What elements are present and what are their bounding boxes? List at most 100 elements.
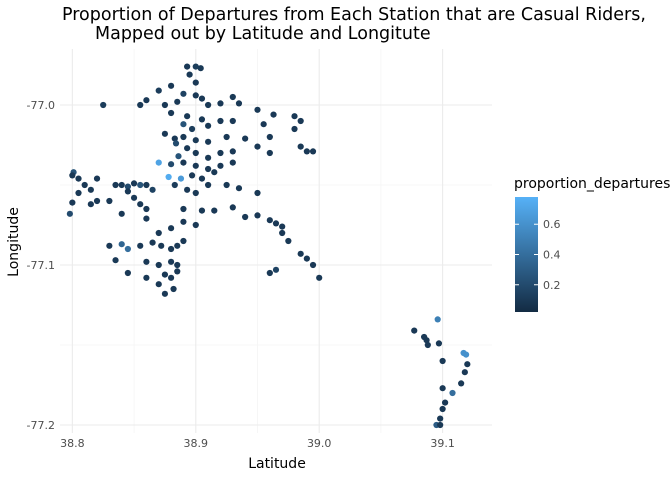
station-point [106,197,113,205]
station-point [309,148,317,155]
station-point [254,106,261,113]
y-axis-title: Longitude [6,207,22,277]
station-point [180,205,187,213]
x-tick-label: 39.1 [430,437,455,450]
station-point [266,217,273,224]
station-point [180,218,187,225]
station-point [205,181,212,189]
station-point [437,421,444,429]
station-point [167,258,175,265]
station-point [217,117,224,125]
station-point [112,257,119,264]
station-point [437,415,444,422]
grid-lines [60,49,492,433]
station-point [161,290,169,297]
station-point [118,210,125,217]
y-axis-tick-labels: -77.0 -77.1 -77.2 [27,99,55,432]
station-point [75,189,82,197]
station-point [167,82,175,89]
station-point [174,242,181,249]
station-point [223,181,230,189]
station-point [161,271,169,278]
station-point [229,204,236,211]
station-point [143,181,150,189]
station-point [309,261,317,269]
station-point [229,93,236,101]
station-point [167,245,175,253]
station-point [130,180,138,187]
x-tick-label: 38.8 [60,437,85,450]
station-point [170,285,177,293]
x-axis-title: Latitude [248,456,306,472]
y-tick-label: -77.1 [27,259,55,272]
station-point [143,97,150,104]
station-point [205,101,212,109]
station-point [266,149,273,157]
station-point [137,181,144,189]
station-point [124,183,131,190]
station-point [69,172,76,179]
station-point [291,125,298,133]
station-point [180,133,187,141]
station-point [266,269,273,277]
station-point [155,281,162,288]
station-point [165,173,172,181]
y-tick-label: -77.0 [27,99,55,112]
station-point [205,154,212,161]
station-point [205,138,212,145]
station-point [439,385,446,392]
station-point [223,133,230,141]
station-point [303,148,310,155]
station-point [137,101,144,109]
station-point [87,201,94,208]
station-point [254,143,261,150]
station-point [197,65,204,72]
station-point [198,175,206,182]
station-point [279,229,286,237]
station-point [303,255,310,262]
station-point [462,351,470,358]
station-point [174,98,181,105]
station-point [229,148,236,155]
station-point [124,269,131,277]
station-point [254,212,261,219]
station-point [137,242,144,249]
station-point [192,189,199,197]
legend-title: proportion_departures [514,176,670,192]
station-point [211,207,218,214]
color-legend: proportion_departures 0.2 0.4 0.6 [514,176,670,312]
station-point [434,316,441,323]
station-point [192,92,199,99]
station-point [439,405,446,413]
station-point [174,268,181,275]
chart-title-line-2: Mapped out by Latitude and Longitute [95,24,431,44]
station-point [167,109,175,117]
station-point [242,135,249,142]
station-point [81,181,88,189]
station-point [155,159,162,166]
station-point [229,159,236,166]
station-point [124,245,131,253]
station-point [175,153,182,160]
station-point [171,181,178,189]
station-point [441,399,449,406]
station-point [155,261,162,269]
station-point [180,90,187,97]
station-point [87,186,94,193]
x-axis-tick-labels: 38.8 38.9 39.0 39.1 [60,437,455,450]
chart-title-line-1: Proportion of Departures from Each Stati… [62,5,646,25]
legend-tick-label: 0.6 [543,218,561,231]
station-point [149,239,156,246]
station-point [118,241,125,248]
station-point [192,221,199,229]
station-point [118,181,125,189]
station-point [161,101,169,109]
station-point [285,237,292,245]
station-point [439,357,446,365]
data-points [66,63,471,429]
station-point [149,186,156,193]
station-point [464,361,471,368]
station-point [188,125,196,133]
station-point [155,229,162,237]
